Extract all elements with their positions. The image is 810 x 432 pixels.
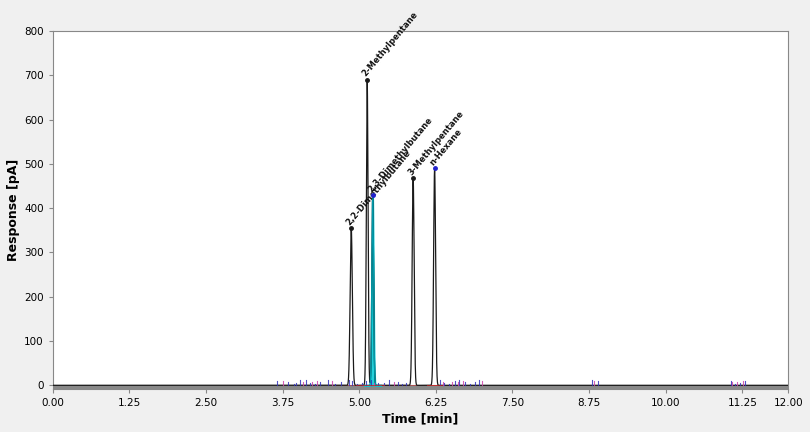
Text: 2-Methylpentane: 2-Methylpentane [360,10,420,78]
X-axis label: Time [min]: Time [min] [382,412,458,425]
Text: n-Hexane: n-Hexane [428,127,464,167]
Y-axis label: Response [pA]: Response [pA] [7,159,20,261]
Text: 3-Methylpentane: 3-Methylpentane [407,109,466,177]
Text: 2,2-Dimethylbutane: 2,2-Dimethylbutane [344,148,412,227]
Text: 2,3-Dimethylbutane: 2,3-Dimethylbutane [366,115,434,194]
